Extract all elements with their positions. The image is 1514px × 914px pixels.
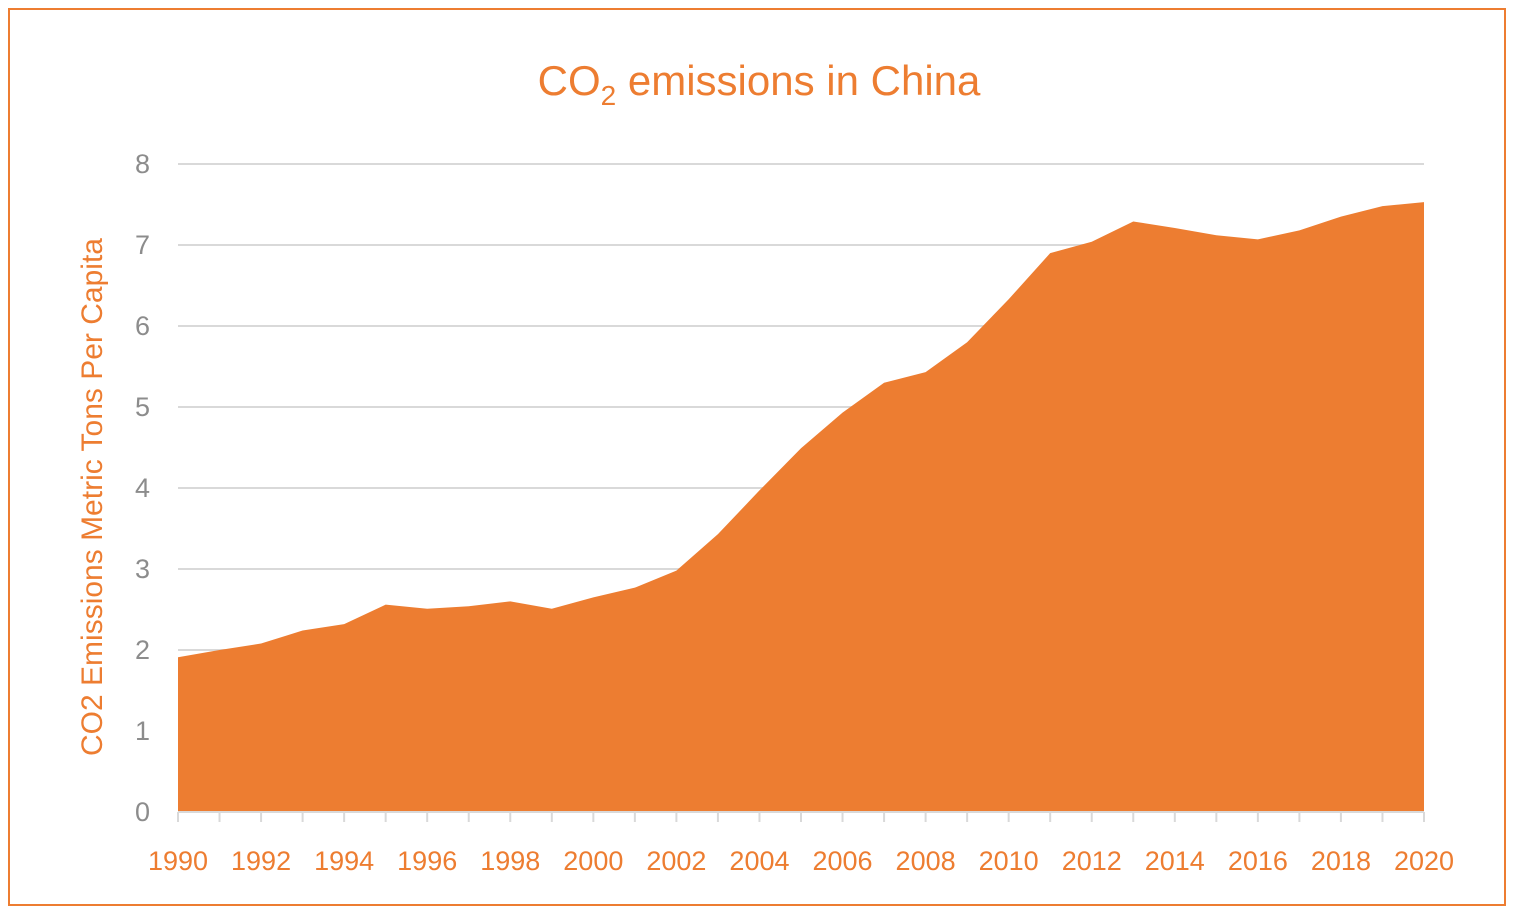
data-point bbox=[550, 607, 554, 611]
data-point bbox=[1214, 233, 1218, 237]
data-point bbox=[467, 604, 471, 608]
x-tick-label: 2012 bbox=[1062, 846, 1122, 876]
y-tick-label: 8 bbox=[135, 149, 150, 179]
data-point bbox=[799, 446, 803, 450]
x-tick-label: 2006 bbox=[812, 846, 872, 876]
data-point bbox=[1131, 220, 1135, 224]
x-axis: 1990 1992 1994 1996 1998 2000 2002 2004 2006 2008… bbox=[148, 811, 1454, 876]
y-axis: 0 1 2 3 4 5 6 7 8 bbox=[135, 149, 150, 827]
y-tick-label: 7 bbox=[135, 230, 150, 260]
y-tick-label: 1 bbox=[135, 716, 150, 746]
x-tick-label: 1996 bbox=[397, 846, 457, 876]
x-tick-label: 2004 bbox=[729, 846, 789, 876]
data-point bbox=[342, 622, 346, 626]
title-prefix: CO bbox=[538, 57, 601, 104]
y-tick-label: 0 bbox=[135, 797, 150, 827]
data-point bbox=[384, 603, 388, 607]
area-series bbox=[178, 202, 1424, 812]
data-point bbox=[1007, 297, 1011, 301]
x-tick-label: 2002 bbox=[646, 846, 706, 876]
data-point bbox=[1380, 204, 1384, 208]
data-point bbox=[1339, 215, 1343, 219]
y-tick-label: 4 bbox=[135, 473, 150, 503]
x-tick-label: 2016 bbox=[1228, 846, 1288, 876]
data-point bbox=[425, 607, 429, 611]
data-point bbox=[508, 599, 512, 603]
data-point bbox=[1422, 200, 1426, 204]
data-point bbox=[591, 595, 595, 599]
data-point bbox=[176, 655, 180, 659]
data-point bbox=[1090, 240, 1094, 244]
x-tick-label: 2000 bbox=[563, 846, 623, 876]
data-point bbox=[1173, 226, 1177, 230]
y-tick-label: 3 bbox=[135, 554, 150, 584]
data-point bbox=[757, 488, 761, 492]
x-tick-label: 1990 bbox=[148, 846, 208, 876]
data-point bbox=[882, 381, 886, 385]
y-axis-label: CO2 Emissions Metric Tons Per Capita bbox=[76, 238, 109, 756]
x-tick-label: 1998 bbox=[480, 846, 540, 876]
x-tick-label: 2010 bbox=[979, 846, 1039, 876]
title-suffix: emissions in China bbox=[616, 57, 981, 104]
data-point bbox=[1256, 237, 1260, 241]
x-tick-label: 1994 bbox=[314, 846, 374, 876]
x-tick-label: 2018 bbox=[1311, 846, 1371, 876]
data-point bbox=[716, 532, 720, 536]
data-point bbox=[841, 411, 845, 415]
x-tick-label: 2020 bbox=[1394, 846, 1454, 876]
title-subscript: 2 bbox=[601, 80, 617, 111]
data-point bbox=[1297, 228, 1301, 232]
plot-area bbox=[176, 200, 1426, 812]
x-tick-label: 2014 bbox=[1145, 846, 1205, 876]
data-point bbox=[674, 569, 678, 573]
data-point bbox=[1048, 251, 1052, 255]
y-tick-label: 2 bbox=[135, 635, 150, 665]
y-tick-label: 5 bbox=[135, 392, 150, 422]
data-point bbox=[259, 642, 263, 646]
data-point bbox=[218, 648, 222, 652]
data-point bbox=[924, 370, 928, 374]
data-point bbox=[301, 629, 305, 633]
data-point bbox=[633, 586, 637, 590]
x-tick-label: 1992 bbox=[231, 846, 291, 876]
y-tick-label: 6 bbox=[135, 311, 150, 341]
x-tick-label: 2008 bbox=[896, 846, 956, 876]
chart-title: CO2 emissions in China bbox=[538, 57, 981, 111]
data-point bbox=[965, 340, 969, 344]
